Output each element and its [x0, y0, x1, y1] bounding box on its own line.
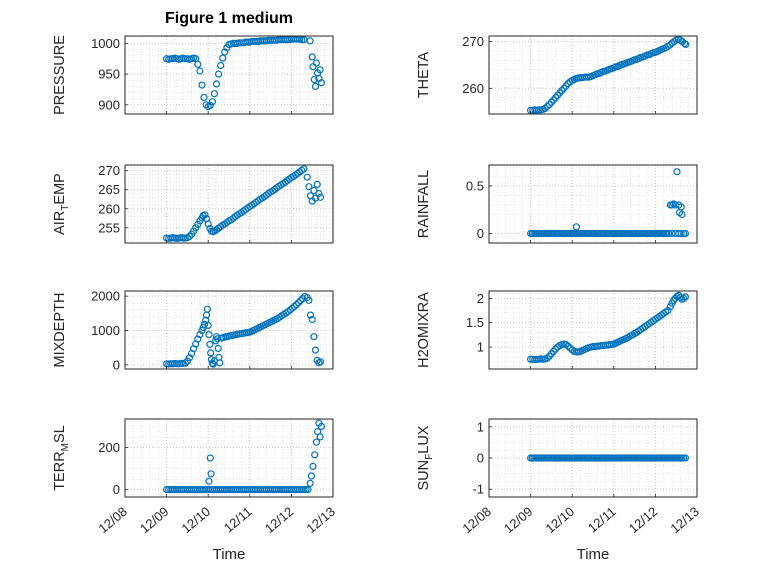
- y-tick-labels: 11.52: [466, 291, 484, 355]
- subplot-terr-msl: 0 200 12/08 12/09 12/10 12/11 12/12 12/13: [95, 418, 338, 536]
- tick-marks: [124, 447, 334, 497]
- data-points: [526, 35, 690, 114]
- svg-text:12/09: 12/09: [501, 504, 536, 536]
- subplot-h2omixra: 11.52: [466, 290, 698, 370]
- ylabel-sun-flux: SUNFLUX: [416, 425, 435, 491]
- svg-text:12/08: 12/08: [95, 504, 130, 536]
- svg-text:1000: 1000: [91, 36, 120, 51]
- svg-text:2000: 2000: [91, 289, 120, 304]
- svg-text:12/08: 12/08: [459, 504, 494, 536]
- tick-marks: [488, 297, 698, 369]
- subplot-air-temp: 255 260 265 270: [98, 163, 334, 244]
- svg-text:1000: 1000: [91, 323, 120, 338]
- data-points: [163, 292, 325, 368]
- svg-text:260: 260: [98, 201, 120, 216]
- svg-text:1.5: 1.5: [466, 315, 484, 330]
- tick-marks: [488, 41, 698, 114]
- y-tick-labels: -1 0 1: [472, 419, 484, 496]
- data-points: [163, 35, 325, 111]
- axes-box: [124, 164, 334, 244]
- svg-text:0: 0: [477, 451, 484, 466]
- x-tick-labels: 12/08 12/09 12/10 12/11 12/12 12/13: [459, 504, 702, 536]
- svg-text:265: 265: [98, 182, 120, 197]
- svg-text:200: 200: [98, 440, 120, 455]
- subplot-sun-flux: -1 0 1 12/08 12/09 12/10 12/11 12/12 12/13: [459, 418, 702, 536]
- y-tick-labels: 900 950 1000: [91, 36, 120, 112]
- svg-text:0: 0: [113, 482, 120, 497]
- tick-marks: [124, 42, 334, 114]
- y-tick-labels: 00.5: [466, 178, 484, 241]
- x-tick-labels: 12/08 12/09 12/10 12/11 12/12 12/13: [95, 504, 338, 536]
- subplot-pressure: 900 950 1000: [91, 35, 334, 115]
- svg-text:900: 900: [98, 97, 120, 112]
- grid-lines: [124, 419, 334, 497]
- data-points: [526, 291, 690, 364]
- svg-text:12/12: 12/12: [262, 504, 297, 536]
- svg-text:1: 1: [477, 340, 484, 355]
- svg-text:12/11: 12/11: [221, 504, 255, 536]
- tick-marks: [124, 295, 334, 369]
- subplot-theta: 260 270: [462, 34, 698, 115]
- figure-title: Figure 1 medium: [164, 10, 294, 27]
- axes-box: [488, 164, 698, 244]
- subplot-rainfall: 00.5: [466, 164, 698, 244]
- svg-text:12/10: 12/10: [179, 504, 214, 536]
- svg-text:255: 255: [98, 220, 120, 235]
- grid-lines: [124, 165, 334, 244]
- axes-box: [488, 35, 698, 115]
- axes-box: [124, 418, 334, 498]
- axes-box: [124, 35, 334, 115]
- svg-text:260: 260: [462, 81, 484, 96]
- axes-box: [488, 290, 698, 370]
- svg-text:2: 2: [477, 291, 484, 306]
- tick-marks: [488, 426, 698, 497]
- svg-text:12/13: 12/13: [303, 504, 338, 536]
- xlabel-time-left: Time: [212, 546, 246, 563]
- svg-text:12/09: 12/09: [137, 504, 172, 536]
- data-points: [163, 419, 325, 494]
- y-tick-labels: 260 270: [462, 34, 484, 96]
- tick-marks: [124, 170, 334, 243]
- data-points: [163, 165, 325, 242]
- svg-text:12/11: 12/11: [585, 504, 619, 536]
- ylabel-terr-msl: TERRMSL: [52, 425, 71, 491]
- y-tick-labels: 0 1000 2000: [91, 289, 120, 373]
- grid-lines: [488, 291, 698, 369]
- xlabel-time-right: Time: [576, 546, 610, 563]
- svg-text:270: 270: [462, 34, 484, 49]
- svg-text:270: 270: [98, 163, 120, 178]
- svg-text:950: 950: [98, 67, 120, 82]
- data-points: [526, 168, 690, 238]
- y-tick-labels: 0 200: [98, 440, 120, 497]
- svg-text:-1: -1: [472, 482, 484, 497]
- svg-text:0: 0: [477, 226, 484, 241]
- axes-box: [124, 290, 334, 370]
- svg-text:1: 1: [477, 419, 484, 434]
- y-tick-labels: 255 260 265 270: [98, 163, 120, 235]
- svg-text:0.5: 0.5: [466, 178, 484, 193]
- data-points: [526, 454, 690, 462]
- svg-text:12/12: 12/12: [626, 504, 661, 536]
- tick-marks: [488, 185, 698, 243]
- svg-text:0: 0: [113, 357, 120, 372]
- svg-text:12/10: 12/10: [543, 504, 578, 536]
- subplot-mixdepth: 0 1000 2000: [91, 289, 334, 373]
- svg-text:12/13: 12/13: [667, 504, 702, 536]
